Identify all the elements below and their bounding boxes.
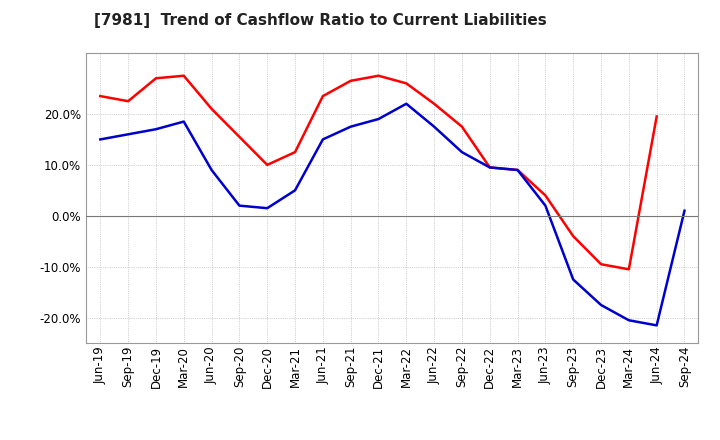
Operating CF to Current Liabilities	[569, 234, 577, 239]
Operating CF to Current Liabilities	[485, 165, 494, 170]
Line: Operating CF to Current Liabilities: Operating CF to Current Liabilities	[100, 76, 657, 269]
Operating CF to Current Liabilities	[346, 78, 355, 84]
Legend: Operating CF to Current Liabilities, Free CF to Current Liabilities: Operating CF to Current Liabilities, Fre…	[138, 436, 647, 440]
Text: [7981]  Trend of Cashflow Ratio to Current Liabilities: [7981] Trend of Cashflow Ratio to Curren…	[94, 13, 546, 28]
Operating CF to Current Liabilities	[374, 73, 383, 78]
Free CF to Current Liabilities	[513, 167, 522, 172]
Free CF to Current Liabilities	[291, 188, 300, 193]
Free CF to Current Liabilities	[318, 137, 327, 142]
Operating CF to Current Liabilities	[207, 106, 216, 111]
Operating CF to Current Liabilities	[624, 267, 633, 272]
Free CF to Current Liabilities	[235, 203, 243, 208]
Operating CF to Current Liabilities	[541, 193, 550, 198]
Free CF to Current Liabilities	[179, 119, 188, 124]
Operating CF to Current Liabilities	[402, 81, 410, 86]
Free CF to Current Liabilities	[597, 302, 606, 308]
Operating CF to Current Liabilities	[263, 162, 271, 168]
Free CF to Current Liabilities	[569, 277, 577, 282]
Free CF to Current Liabilities	[541, 203, 550, 208]
Free CF to Current Liabilities	[624, 318, 633, 323]
Operating CF to Current Liabilities	[96, 93, 104, 99]
Free CF to Current Liabilities	[402, 101, 410, 106]
Free CF to Current Liabilities	[263, 205, 271, 211]
Operating CF to Current Liabilities	[235, 134, 243, 139]
Free CF to Current Liabilities	[152, 127, 161, 132]
Operating CF to Current Liabilities	[318, 93, 327, 99]
Free CF to Current Liabilities	[207, 167, 216, 172]
Free CF to Current Liabilities	[430, 124, 438, 129]
Operating CF to Current Liabilities	[513, 167, 522, 172]
Operating CF to Current Liabilities	[124, 99, 132, 104]
Operating CF to Current Liabilities	[430, 101, 438, 106]
Line: Free CF to Current Liabilities: Free CF to Current Liabilities	[100, 104, 685, 325]
Operating CF to Current Liabilities	[152, 76, 161, 81]
Operating CF to Current Liabilities	[597, 262, 606, 267]
Operating CF to Current Liabilities	[458, 124, 467, 129]
Free CF to Current Liabilities	[346, 124, 355, 129]
Free CF to Current Liabilities	[680, 208, 689, 213]
Free CF to Current Liabilities	[374, 117, 383, 122]
Free CF to Current Liabilities	[96, 137, 104, 142]
Operating CF to Current Liabilities	[291, 150, 300, 155]
Free CF to Current Liabilities	[652, 323, 661, 328]
Free CF to Current Liabilities	[485, 165, 494, 170]
Free CF to Current Liabilities	[458, 150, 467, 155]
Operating CF to Current Liabilities	[179, 73, 188, 78]
Free CF to Current Liabilities	[124, 132, 132, 137]
Operating CF to Current Liabilities	[652, 114, 661, 119]
